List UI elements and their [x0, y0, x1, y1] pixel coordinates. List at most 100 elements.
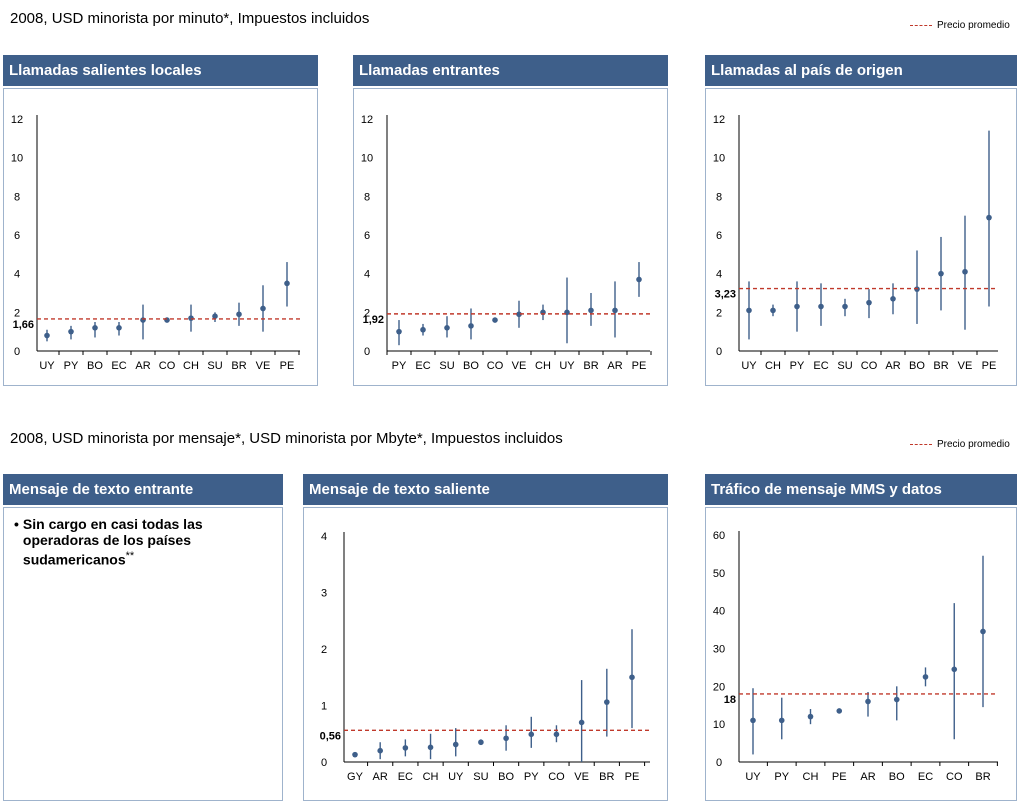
data-point: [778, 717, 785, 724]
x-tick-label: EC: [415, 360, 430, 372]
data-point: [503, 735, 509, 742]
x-tick-label: PE: [832, 771, 847, 783]
data-point: [890, 296, 896, 302]
data-point: [236, 311, 242, 318]
y-tick-label: 4: [716, 269, 722, 281]
x-tick-label: PY: [64, 360, 79, 372]
data-point: [938, 270, 944, 277]
bullet: •: [14, 516, 19, 532]
y-tick-label: 4: [14, 269, 20, 281]
y-tick-label: 12: [361, 114, 373, 126]
y-tick-label: 40: [713, 606, 725, 618]
panel-header-llamadas-pais-origen: Llamadas al país de origen: [705, 55, 1017, 86]
data-point: [402, 745, 409, 751]
data-point: [865, 698, 871, 705]
x-tick-label: BR: [933, 360, 948, 372]
x-tick-label: PY: [524, 771, 539, 783]
data-point: [492, 317, 498, 323]
y-tick-label: 10: [11, 153, 23, 165]
x-tick-label: CO: [159, 360, 176, 372]
data-point: [842, 303, 848, 310]
x-tick-label: BO: [909, 360, 925, 372]
x-tick-label: PE: [982, 360, 997, 372]
chart-llamadas-pais-origen: 0 2 4 6 8 10 12 UY CH PY EC SU CO AR BO BR VE PE 3,23: [705, 88, 1017, 386]
average-label: 0,56: [320, 730, 341, 742]
x-tick-label: BR: [599, 771, 614, 783]
chart-svg: 0 1 2 3 4 GY AR EC CH UY SU BO PY CO VE BR PE 0,56: [320, 531, 650, 783]
x-tick-label: CH: [423, 771, 439, 783]
y-tick-label: 8: [364, 191, 370, 203]
x-tick-label: CO: [861, 360, 878, 372]
chart-llamadas-salientes: 0 2 4 6 8 10 12 UY PY BO EC AR CO CH SU BR VE PE 1,66: [3, 88, 318, 386]
data-point: [396, 328, 402, 335]
data-point: [92, 325, 98, 331]
data-point: [427, 744, 434, 751]
x-tick-label: VE: [256, 360, 271, 372]
data-point: [636, 276, 642, 283]
data-point: [516, 311, 522, 318]
data-point: [893, 696, 900, 703]
data-point: [750, 717, 756, 724]
panel-header-llamadas-salientes: Llamadas salientes locales: [3, 55, 318, 86]
x-tick-label: VE: [574, 771, 589, 783]
data-point: [818, 303, 824, 310]
average-line-swatch: [910, 25, 932, 26]
x-tick-label: EC: [111, 360, 126, 372]
x-tick-label: VE: [958, 360, 973, 372]
x-tick-label: PY: [774, 771, 789, 783]
x-tick-label: BR: [975, 771, 990, 783]
note-text: Sin cargo en casi todas las operadoras d…: [22, 516, 203, 568]
data-point: [212, 313, 218, 319]
data-point: [604, 699, 610, 705]
y-tick-label: 12: [713, 114, 725, 126]
data-point: [866, 299, 872, 306]
x-tick-label: AR: [885, 360, 900, 372]
legend-label: Precio promedio: [937, 439, 1010, 450]
x-tick-label: EC: [918, 771, 933, 783]
chart-svg: 0 10 20 30 40 50 60 UY PY CH PE AR BO EC CO BR 18: [713, 530, 998, 783]
average-label: 3,23: [715, 289, 736, 301]
x-tick-label: AR: [860, 771, 875, 783]
y-tick-label: 0: [716, 346, 722, 358]
data-point: [612, 307, 618, 314]
y-tick-label: 1: [321, 701, 327, 713]
y-tick-label: 0: [14, 346, 20, 358]
data-point: [770, 307, 776, 314]
y-tick-label: 0: [364, 346, 370, 358]
x-tick-label: CO: [548, 771, 565, 783]
data-point: [44, 332, 50, 339]
panel-header-sms-saliente: Mensaje de texto saliente: [303, 474, 668, 505]
panel-header-mms-datos: Tráfico de mensaje MMS y datos: [705, 474, 1017, 505]
y-tick-label: 8: [14, 191, 20, 203]
y-tick-label: 6: [364, 230, 370, 242]
x-tick-label: CH: [803, 771, 819, 783]
data-point: [68, 328, 74, 335]
x-tick-label: UY: [559, 360, 575, 372]
y-tick-label: 0: [716, 757, 722, 769]
chart-svg: 0 2 4 6 8 10 12 UY CH PY EC SU CO AR BO BR VE PE 3,23: [713, 114, 998, 372]
x-tick-label: CO: [946, 771, 963, 783]
average-label: 1,92: [363, 314, 384, 326]
x-tick-label: CH: [765, 360, 781, 372]
chart-llamadas-entrantes: 0 2 4 6 8 10 12 PY EC SU BO CO VE CH UY BR AR PE 1,92: [353, 88, 668, 386]
footnote-mark: **: [125, 550, 135, 562]
data-point: [164, 317, 170, 323]
data-point: [922, 674, 929, 680]
data-point: [116, 325, 122, 331]
x-tick-label: BO: [87, 360, 103, 372]
chart-mms-datos: 0 10 20 30 40 50 60 UY PY CH PE AR BO EC CO BR 18: [705, 507, 1017, 801]
y-tick-label: 2: [364, 307, 370, 319]
x-tick-label: GY: [347, 771, 364, 783]
y-tick-label: 10: [713, 153, 725, 165]
x-tick-label: AR: [607, 360, 622, 372]
x-tick-label: PE: [280, 360, 295, 372]
data-point: [452, 741, 459, 748]
data-point: [807, 713, 814, 720]
data-point: [377, 747, 383, 754]
data-point: [629, 674, 635, 681]
data-point: [260, 305, 266, 312]
x-tick-label: BO: [463, 360, 479, 372]
data-point: [284, 280, 290, 287]
data-point: [188, 315, 194, 321]
data-point: [478, 739, 484, 746]
